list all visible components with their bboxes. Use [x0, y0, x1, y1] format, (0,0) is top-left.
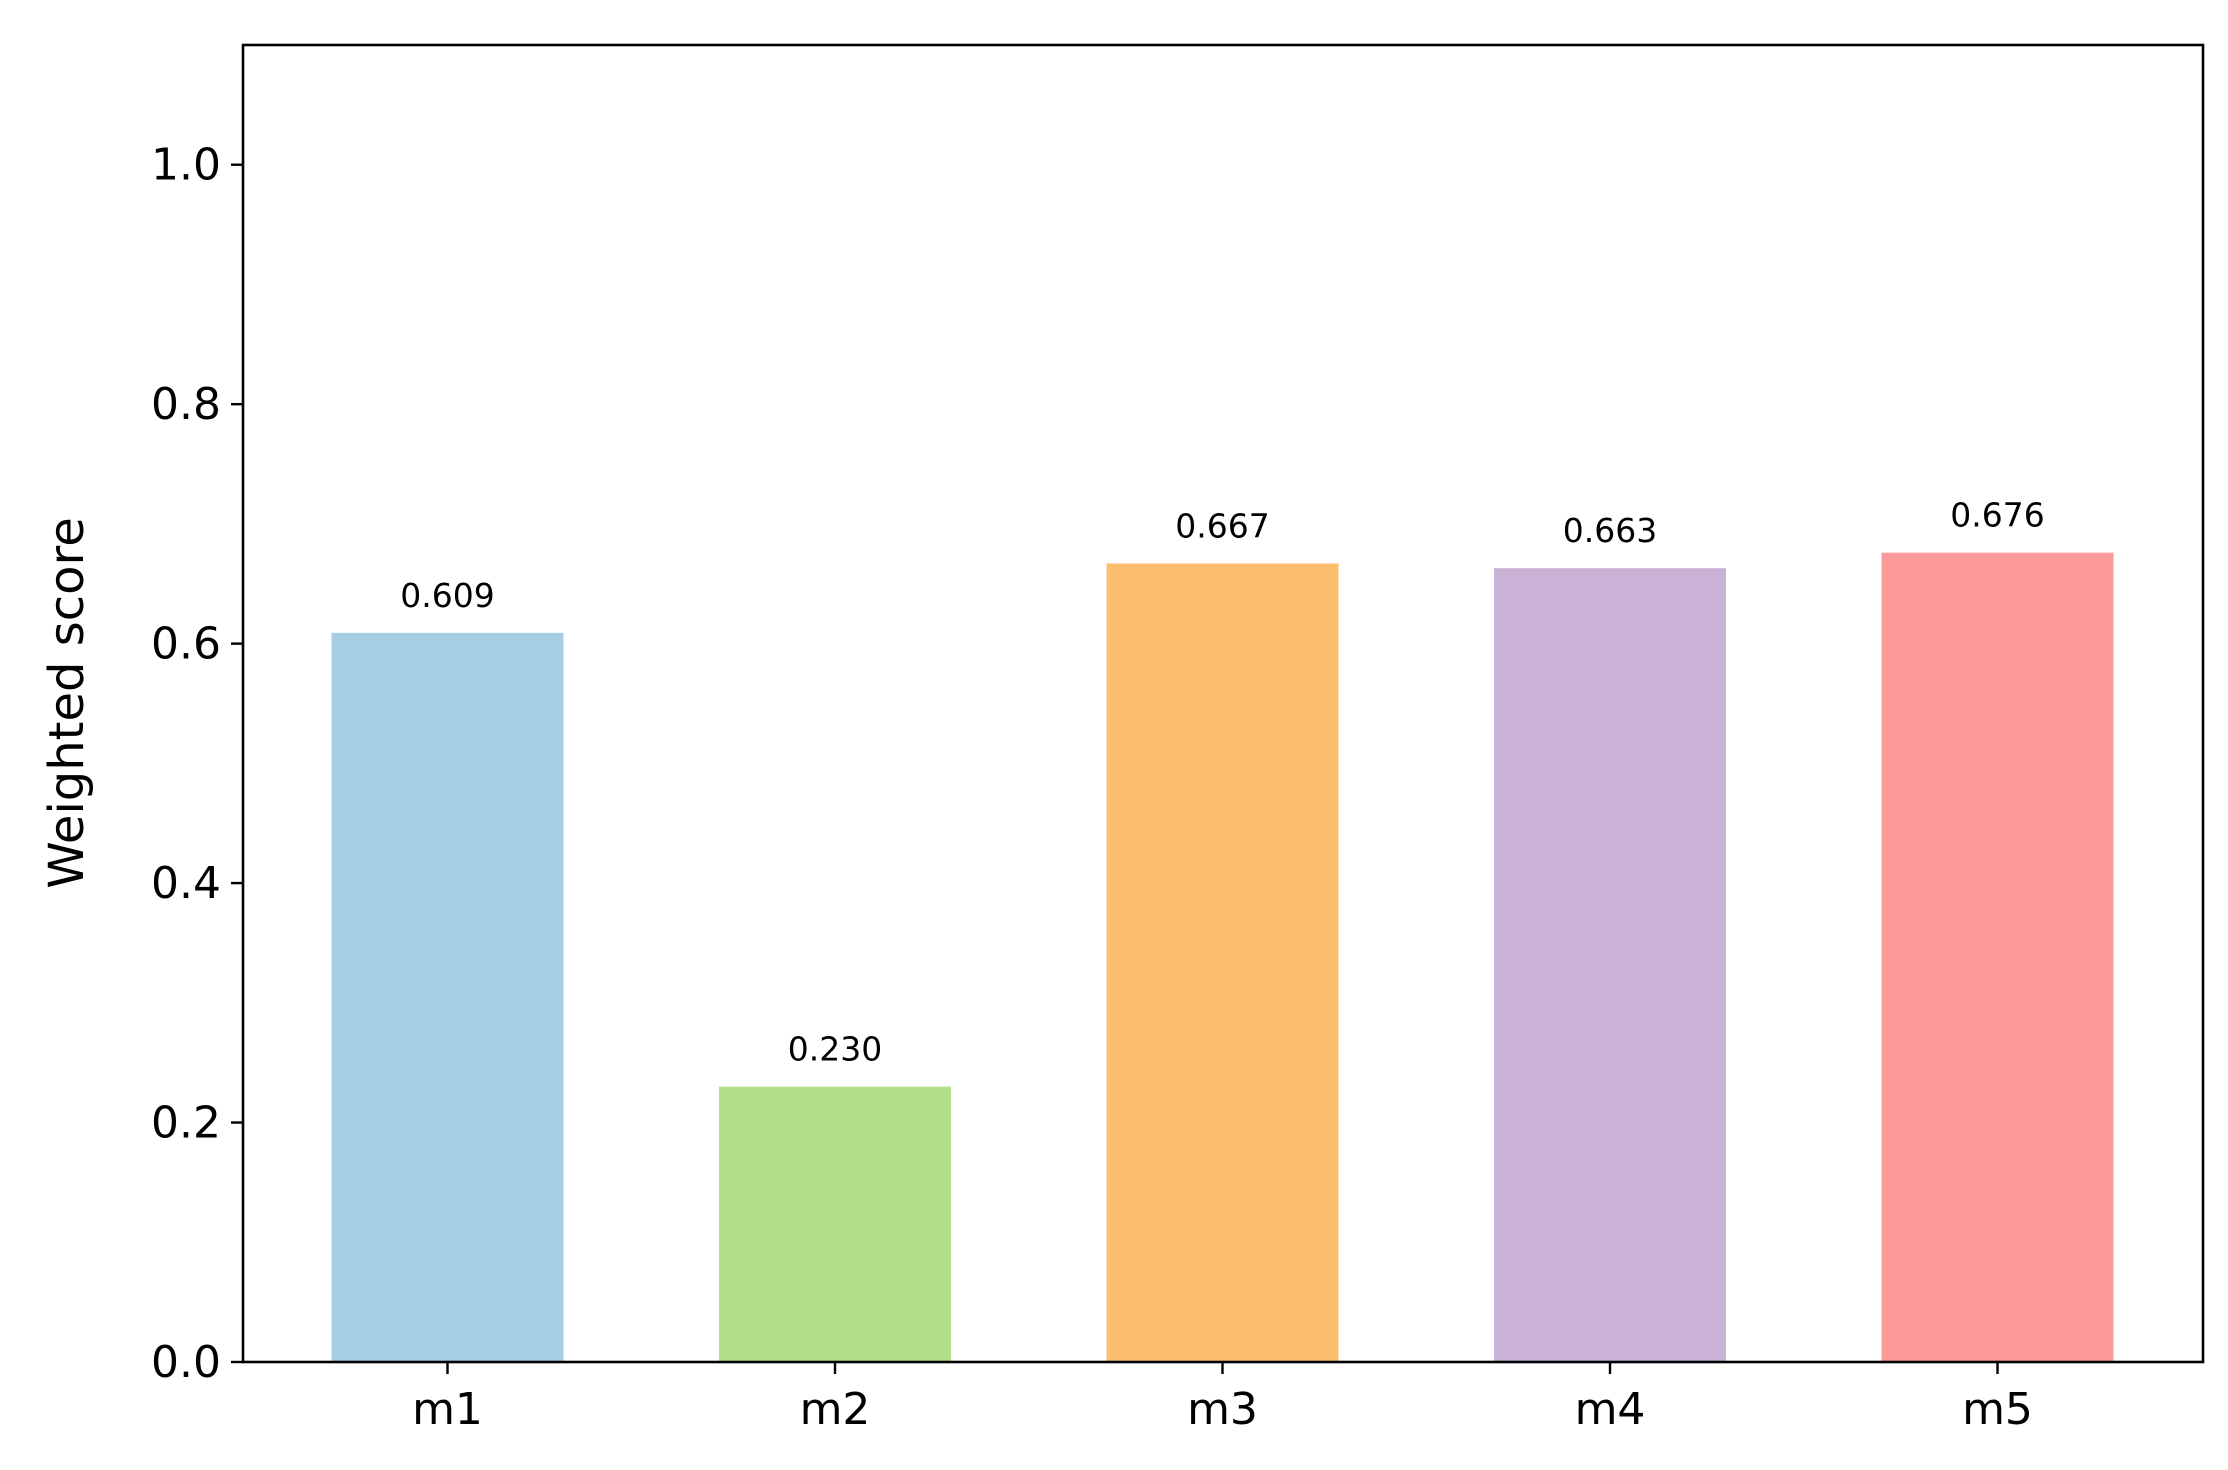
bar-m5 — [1881, 552, 2114, 1362]
bars-layer: 0.609 0.230 0.667 0.663 0.676 — [331, 496, 2114, 1362]
y-tick-label-0.6: 0.6 — [151, 619, 221, 670]
bar-m3 — [1106, 563, 1339, 1362]
y-tick-label-0.8: 0.8 — [151, 379, 221, 430]
value-label-m4: 0.663 — [1563, 511, 1657, 550]
ticks-layer: m1 m2 m3 m4 m5 0.0 0.2 0.4 0.6 0.8 1.0 — [151, 140, 2033, 1435]
y-tick-label-0.2: 0.2 — [151, 1098, 221, 1149]
value-label-m5: 0.676 — [1950, 496, 2044, 535]
value-label-m2: 0.230 — [788, 1030, 882, 1069]
bar-m4 — [1494, 568, 1726, 1362]
x-tick-label-m1: m1 — [412, 1384, 483, 1435]
x-tick-label-m2: m2 — [800, 1384, 871, 1435]
value-label-m3: 0.667 — [1175, 506, 1269, 545]
x-tick-label-m3: m3 — [1187, 1384, 1258, 1435]
value-label-m1: 0.609 — [400, 576, 494, 615]
plot-frame — [241, 43, 2205, 1364]
x-tick-label-m5: m5 — [1962, 1384, 2033, 1435]
y-tick-label-1.0: 1.0 — [151, 140, 221, 191]
y-axis-label: Weighted score — [39, 517, 95, 888]
bar-m1 — [331, 632, 564, 1362]
y-tick-label-0.0: 0.0 — [151, 1337, 221, 1388]
bar-m2 — [719, 1086, 951, 1362]
y-tick-label-0.4: 0.4 — [151, 858, 221, 909]
x-tick-label-m4: m4 — [1575, 1384, 1646, 1435]
